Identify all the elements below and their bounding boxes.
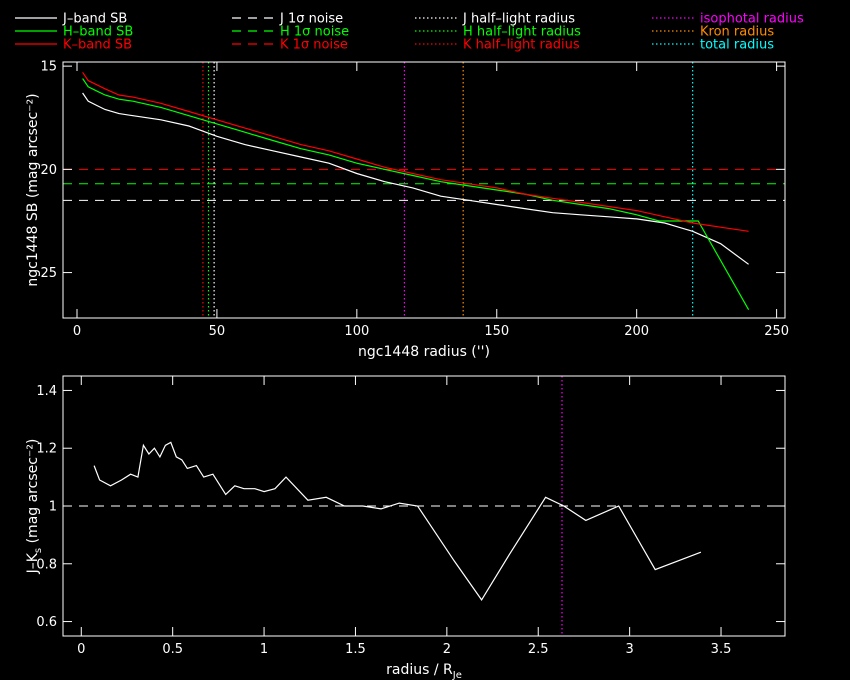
- x-tick-label: 200: [624, 324, 649, 339]
- legend-label: J 1σ noise: [279, 12, 343, 27]
- x-tick-label: 3: [625, 642, 633, 657]
- series-group: [82, 71, 750, 310]
- x-axis-label-subscript: Je: [452, 670, 462, 680]
- series-line-j-band-sb: [82, 92, 749, 265]
- legend-label: H half–light radius: [463, 25, 581, 40]
- legend-label: H–band SB: [63, 25, 133, 40]
- legend-label: total radius: [700, 38, 774, 53]
- legend-item-j-half-light-radius: J half–light radius: [415, 12, 575, 27]
- x-tick-label: 0.5: [162, 642, 183, 657]
- series-line-j-k: [93, 441, 702, 601]
- x-tick-label: 150: [484, 324, 509, 339]
- y-tick-label: 25: [40, 266, 57, 281]
- legend-item-h-half-light-radius: H half–light radius: [415, 25, 581, 40]
- legend-item-j-band-sb: J–band SB: [15, 12, 127, 27]
- series-group: [93, 441, 702, 601]
- x-tick-label: 0: [77, 642, 85, 657]
- legend-item-kron-radius: Kron radius: [652, 25, 774, 40]
- y-tick-label: 20: [40, 163, 57, 178]
- y-axis-label: ngc1448 SB (mag arcsec⁻²): [25, 93, 41, 286]
- x-tick-label: 1: [260, 642, 268, 657]
- legend-item-h-band-sb: H–band SB: [15, 25, 133, 40]
- legend-label: J half–light radius: [462, 12, 575, 27]
- y-tick-label: 0.6: [36, 615, 57, 630]
- legend-label: K half–light radius: [463, 38, 580, 53]
- x-axis-label: radius / RJe: [386, 662, 462, 680]
- x-tick-label: 1.5: [345, 642, 366, 657]
- legend-item-isophotal-radius: isophotal radius: [652, 12, 804, 27]
- y-axis: 15 20 25: [40, 60, 785, 281]
- reference-lines: [63, 376, 785, 636]
- legend-item-h-1-noise: H 1σ noise: [232, 25, 349, 40]
- color-profile-panel: 0 0.5 1 1.5 2 2.5 3 3.5 0.6 0.8 1 1.2 1.4 radius / RJ…: [25, 375, 786, 680]
- legend-item-k-band-sb: K–band SB: [15, 38, 132, 53]
- x-axis: 0 50 100 150 200 250: [73, 62, 789, 339]
- x-tick-label: 2: [443, 642, 451, 657]
- x-axis: 0 0.5 1 1.5 2 2.5 3 3.5: [77, 376, 731, 657]
- legend-label: isophotal radius: [700, 12, 804, 27]
- legend-item-k-half-light-radius: K half–light radius: [415, 38, 580, 53]
- y-tick-label: 1.2: [36, 442, 57, 457]
- y-axis-label-tail: (mag arcsec⁻²): [25, 439, 41, 548]
- legend-item-j-1-noise: J 1σ noise: [232, 12, 343, 27]
- plot-frame: [62, 61, 786, 319]
- y-axis-label-subscript: s: [33, 548, 44, 553]
- series-line-h-band-sb: [82, 78, 750, 310]
- y-axis: 0.6 0.8 1 1.2 1.4: [36, 384, 785, 630]
- series-line-k-band-sb: [82, 71, 749, 232]
- x-tick-label: 250: [764, 324, 789, 339]
- legend-label: K–band SB: [63, 38, 132, 53]
- x-tick-label: 2.5: [528, 642, 549, 657]
- y-tick-label: 1: [49, 500, 57, 515]
- x-tick-label: 0: [73, 324, 81, 339]
- y-tick-label: 15: [40, 60, 57, 75]
- x-axis-label: ngc1448 radius (''): [358, 344, 490, 360]
- sb-profile-panel: 0 50 100 150 200 250 15 20 25 ngc1448 radius ('')…: [25, 60, 789, 360]
- x-tick-label: 100: [344, 324, 369, 339]
- legend-label: H 1σ noise: [280, 25, 349, 40]
- legend-item-total-radius: total radius: [652, 38, 774, 53]
- x-tick-label: 3.5: [711, 642, 732, 657]
- legend-item-k-1-noise: K 1σ noise: [232, 38, 348, 53]
- legend-label: K 1σ noise: [280, 38, 348, 53]
- y-tick-label: 1.4: [36, 384, 57, 399]
- x-tick-label: 50: [209, 324, 226, 339]
- legend-label: Kron radius: [700, 25, 774, 40]
- reference-lines: [63, 62, 785, 318]
- y-tick-label: 0.8: [36, 557, 57, 572]
- y-axis-label: J–Ks (mag arcsec⁻²): [25, 439, 44, 575]
- legend-label: J–band SB: [62, 12, 127, 27]
